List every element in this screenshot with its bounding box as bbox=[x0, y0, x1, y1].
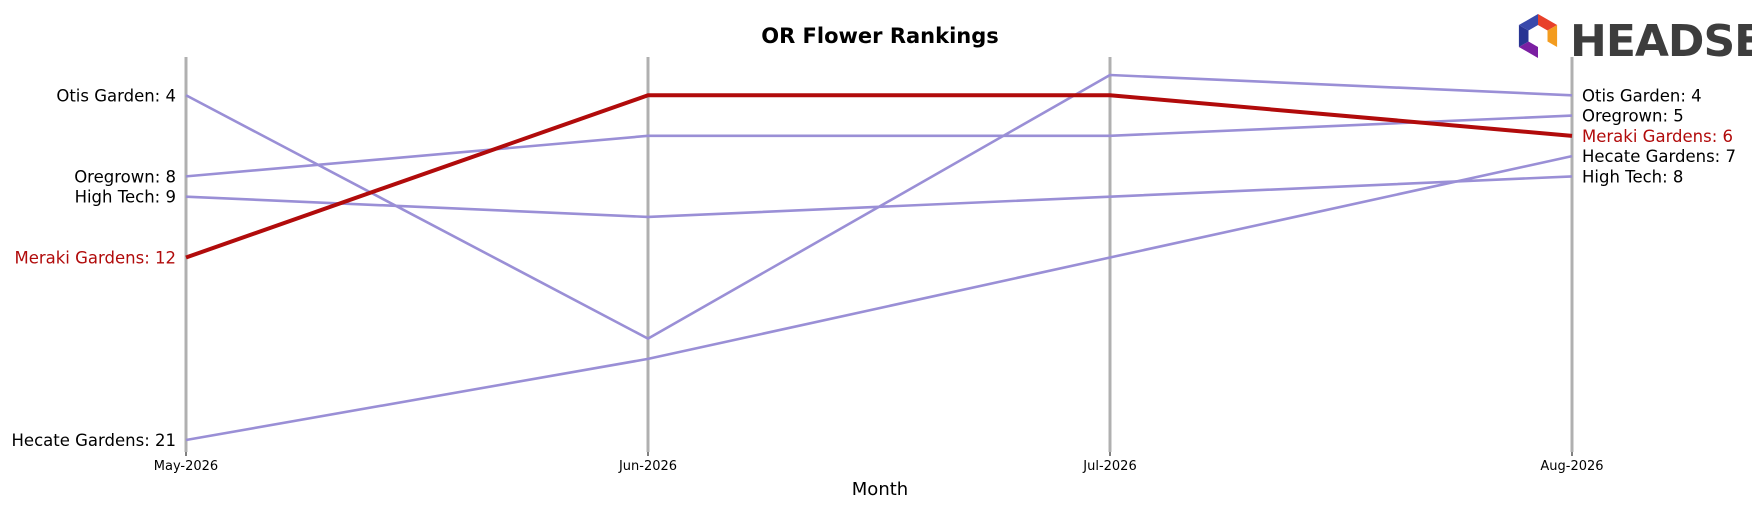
logo-segment bbox=[1518, 25, 1529, 47]
right-rank-label: Oregrown: 5 bbox=[1582, 107, 1684, 126]
left-rank-label: Oregrown: 8 bbox=[74, 167, 176, 186]
series-lines bbox=[185, 73, 1573, 442]
left-rank-label: High Tech: 9 bbox=[75, 188, 176, 207]
left-rank-label: Hecate Gardens: 21 bbox=[12, 431, 176, 450]
right-rank-label: Hecate Gardens: 7 bbox=[1582, 147, 1736, 166]
left-rank-label: Otis Garden: 4 bbox=[56, 86, 176, 105]
x-tick-label: May-2026 bbox=[154, 459, 218, 474]
x-axis-label: Month bbox=[852, 479, 908, 500]
month-lines bbox=[184, 57, 1574, 452]
series-line-oregrown bbox=[185, 114, 1573, 178]
left-rank-label: Meraki Gardens: 12 bbox=[14, 249, 176, 268]
chart-title: OR Flower Rankings bbox=[761, 24, 999, 48]
x-tick-label: Aug-2026 bbox=[1540, 459, 1603, 474]
headset-logo: HEADSET bbox=[1518, 14, 1752, 67]
right-rank-label: High Tech: 8 bbox=[1582, 167, 1683, 186]
logo-segment bbox=[1518, 41, 1538, 58]
right-rank-label: Meraki Gardens: 6 bbox=[1582, 127, 1733, 146]
series-line-high-tech bbox=[185, 175, 1573, 219]
x-axis-ticks: May-2026 Jun-2026 Jul-2026 Aug-2026 bbox=[154, 452, 1604, 474]
logo-segment bbox=[1538, 14, 1558, 31]
series-line-hecate-gardens bbox=[185, 154, 1573, 442]
left-rank-labels: Otis Garden: 4 Oregrown: 8 High Tech: 9 Mer… bbox=[12, 86, 176, 450]
headset-logo-text: HEADSET bbox=[1570, 16, 1752, 67]
right-rank-label: Otis Garden: 4 bbox=[1582, 86, 1702, 105]
x-tick-label: Jun-2026 bbox=[618, 459, 677, 474]
series-line-meraki-gardens bbox=[185, 93, 1573, 260]
headset-logo-mark bbox=[1518, 14, 1558, 58]
x-tick-label: Jul-2026 bbox=[1082, 459, 1136, 474]
logo-segment bbox=[1518, 14, 1538, 31]
logo-segment bbox=[1547, 25, 1558, 47]
